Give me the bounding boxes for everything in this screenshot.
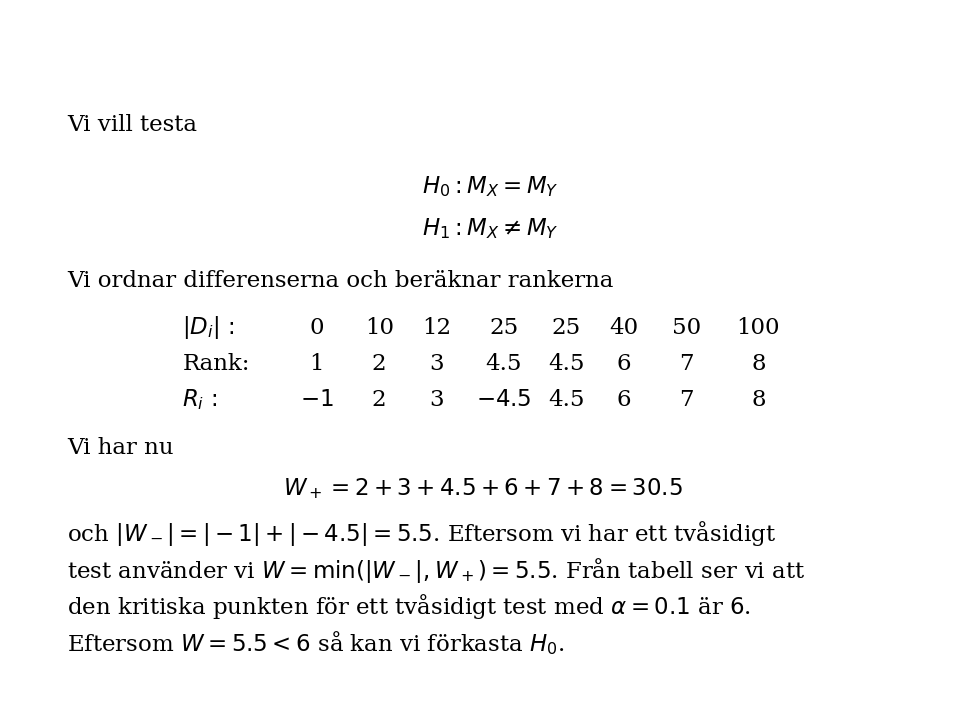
Text: 12: 12 [422, 316, 451, 338]
Text: Eftersom $W = 5.5 < 6$ så kan vi förkasta $H_0$.: Eftersom $W = 5.5 < 6$ så kan vi förkast… [67, 629, 564, 657]
Text: 6: 6 [616, 353, 632, 375]
Text: 25: 25 [490, 316, 518, 338]
Text: Rank:: Rank: [182, 353, 250, 375]
Text: $H_1 : M_X \neq M_Y$: $H_1 : M_X \neq M_Y$ [422, 216, 559, 241]
Text: Repetition — Icke-parametriska metoder: Repetition — Icke-parametriska metoder [12, 685, 294, 698]
Text: 10/32: 10/32 [909, 685, 948, 698]
Text: 10: 10 [365, 316, 394, 338]
Text: 4.5: 4.5 [548, 389, 585, 411]
Text: $R_i$ :: $R_i$ : [182, 387, 218, 412]
Text: CHALMERS: CHALMERS [12, 9, 122, 28]
Text: Vi har nu: Vi har nu [67, 437, 174, 459]
Text: 40: 40 [610, 316, 638, 338]
Text: 8: 8 [751, 389, 766, 411]
Text: 0: 0 [309, 316, 324, 338]
Text: 8: 8 [751, 353, 766, 375]
Text: $-4.5$: $-4.5$ [476, 389, 532, 411]
Text: 100: 100 [736, 316, 780, 338]
Text: David Bolin: David Bolin [441, 685, 519, 698]
Text: 1: 1 [309, 353, 324, 375]
Text: 3: 3 [429, 389, 444, 411]
Text: 50: 50 [672, 316, 701, 338]
Text: 3: 3 [429, 353, 444, 375]
Text: 2: 2 [372, 353, 387, 375]
Text: $H_0 : M_X = M_Y$: $H_0 : M_X = M_Y$ [422, 173, 559, 198]
Text: 2: 2 [372, 389, 387, 411]
Text: 6: 6 [616, 389, 632, 411]
Text: och $|W_-| = |-1| + |-4.5| = 5.5$. Eftersom vi har ett tvåsidigt: och $|W_-| = |-1| + |-4.5| = 5.5$. Efter… [67, 519, 776, 548]
Text: $-1$: $-1$ [300, 389, 334, 411]
Text: test använder vi $W = \min(|W_-|, W_+) = 5.5$. Från tabell ser vi att: test använder vi $W = \min(|W_-|, W_+) =… [67, 555, 805, 584]
Text: 4.5: 4.5 [548, 353, 585, 375]
Text: 25: 25 [552, 316, 581, 338]
Text: $W_+ = 2 + 3 + 4.5 + 6 + 7 + 8 = 30.5$: $W_+ = 2 + 3 + 4.5 + 6 + 7 + 8 = 30.5$ [283, 476, 683, 501]
Text: Exempel (forts): Exempel (forts) [29, 49, 257, 78]
Text: Vi vill testa: Vi vill testa [67, 114, 197, 137]
Text: $|D_i|$ :: $|D_i|$ : [182, 314, 235, 341]
Text: Vi ordnar differenserna och beräknar rankerna: Vi ordnar differenserna och beräknar ran… [67, 270, 613, 292]
Text: 4.5: 4.5 [486, 353, 522, 375]
Text: 7: 7 [679, 353, 694, 375]
Text: den kritiska punkten för ett tvåsidigt test med $\alpha = 0.1$ är $6$.: den kritiska punkten för ett tvåsidigt t… [67, 592, 751, 621]
Text: 7: 7 [679, 389, 694, 411]
